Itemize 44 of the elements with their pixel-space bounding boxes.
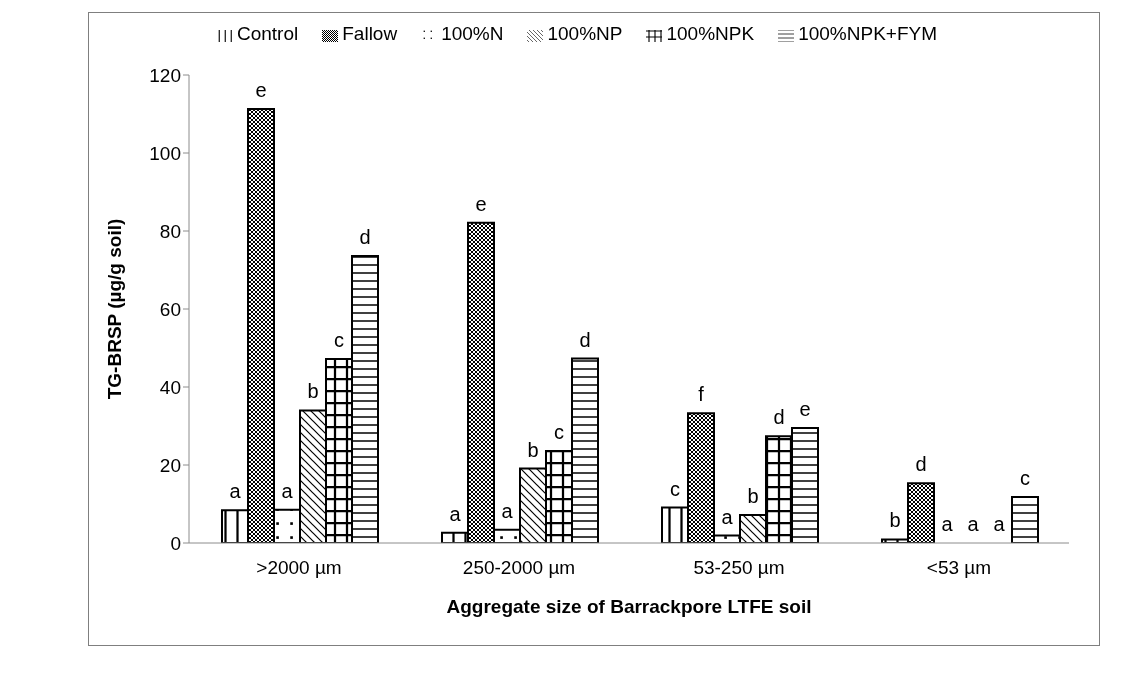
annotation: c bbox=[334, 328, 344, 351]
x-tick-label: <53 µm bbox=[926, 557, 992, 579]
annotation: e bbox=[475, 192, 487, 215]
annotation: a bbox=[967, 513, 980, 535]
annotation: c bbox=[1020, 466, 1030, 489]
x-axis-title: Aggregate size of Barrackpore LTFE soil bbox=[446, 596, 812, 617]
legend-label: 100%NPK+FYM bbox=[798, 23, 938, 44]
annotation: a bbox=[501, 499, 514, 522]
legend-label: Control bbox=[236, 23, 299, 44]
annotation: b bbox=[889, 509, 901, 532]
x-tick-label: 53-250 µm bbox=[693, 557, 785, 579]
legend-label: 100%NPK bbox=[666, 23, 755, 44]
annotation: a bbox=[449, 502, 462, 525]
y-tick-label: 60 bbox=[159, 298, 181, 320]
annotation: a bbox=[229, 480, 242, 503]
annotation: a bbox=[993, 513, 1006, 535]
annotation: a bbox=[281, 479, 294, 502]
annotation: b bbox=[527, 438, 539, 461]
legend-label: 100%N bbox=[441, 23, 504, 44]
y-tick-label: 0 bbox=[170, 532, 181, 554]
annotation: f bbox=[698, 383, 705, 406]
annotation: b bbox=[307, 380, 319, 403]
y-tick-label: 40 bbox=[159, 376, 181, 398]
y-tick-label: 120 bbox=[149, 64, 181, 86]
x-tick-label: 250-2000 µm bbox=[462, 557, 576, 579]
annotation: d bbox=[915, 453, 927, 476]
annotation: c bbox=[670, 477, 680, 500]
annotation: c bbox=[554, 420, 564, 443]
legend-label: 100%NP bbox=[547, 23, 623, 44]
legend-label: Fallow bbox=[342, 23, 398, 44]
annotation: e bbox=[799, 397, 811, 420]
annotation: d bbox=[359, 225, 371, 248]
annotation: b bbox=[747, 484, 759, 507]
y-axis-title: TG-BRSP (µg/g soil) bbox=[103, 218, 125, 400]
annotation: a bbox=[941, 513, 954, 535]
annotation: e bbox=[255, 78, 267, 101]
annotation: a bbox=[721, 505, 734, 528]
y-tick-label: 100 bbox=[149, 142, 181, 164]
annotation: d bbox=[579, 328, 591, 351]
x-tick-label: >2000 µm bbox=[256, 557, 342, 579]
y-tick-label: 80 bbox=[159, 220, 181, 242]
y-tick-label: 20 bbox=[159, 454, 181, 476]
bar bbox=[1011, 495, 1039, 543]
annotation: d bbox=[773, 406, 785, 429]
